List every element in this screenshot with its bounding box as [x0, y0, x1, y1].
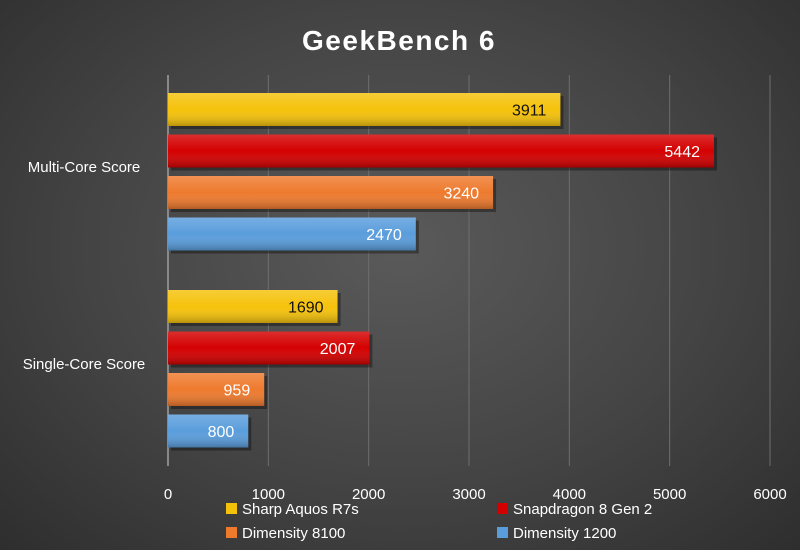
legend-entry: Snapdragon 8 Gen 2 [513, 501, 652, 518]
data-label: 800 [208, 424, 235, 441]
bar-highlight [168, 217, 416, 251]
bar-highlight [168, 134, 715, 168]
x-tick-label: 1000 [252, 486, 285, 503]
x-tick-label: 0 [164, 486, 172, 503]
bar-highlight [168, 373, 265, 406]
data-label: 2470 [366, 227, 402, 244]
chart-title: GeekBench 6 [302, 25, 496, 56]
data-label: 2007 [320, 341, 356, 358]
bar-highlight [168, 331, 370, 365]
legend-entry: Dimensity 1200 [513, 525, 616, 542]
x-tick-label: 5000 [653, 486, 686, 503]
x-tick-label: 2000 [352, 486, 385, 503]
category-label: Multi-Core Score [28, 159, 141, 176]
legend-swatch [226, 527, 237, 538]
x-tick-label: 3000 [452, 486, 485, 503]
bar-highlight [168, 176, 494, 209]
legend-swatch [497, 527, 508, 538]
data-label: 959 [224, 383, 251, 400]
legend-swatch [226, 503, 237, 514]
legend-swatch [497, 503, 508, 514]
category-label: Single-Core Score [23, 356, 146, 373]
x-tick-label: 4000 [553, 486, 586, 503]
data-label: 3240 [443, 186, 479, 203]
data-label: 1690 [288, 300, 324, 317]
data-label: 3911 [512, 103, 547, 120]
data-label: 5442 [664, 144, 700, 161]
bar-highlight [168, 414, 249, 448]
bar-highlight [168, 93, 561, 126]
bar-highlight [168, 290, 338, 323]
x-tick-label: 6000 [753, 486, 786, 503]
legend-entry: Sharp Aquos R7s [242, 501, 359, 518]
legend-entry: Dimensity 8100 [242, 525, 345, 542]
